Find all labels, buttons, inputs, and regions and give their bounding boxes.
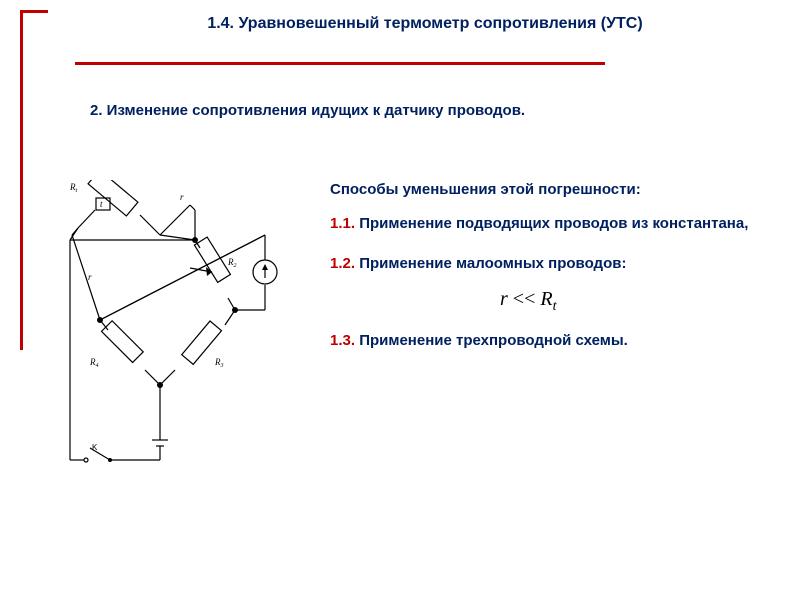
frame-left [20, 10, 23, 350]
item-3-text: Применение трехпроводной схемы. [355, 332, 628, 349]
rt-branch: t Rt [69, 180, 160, 235]
item-2-num: 1.2. [330, 255, 355, 272]
r3-branch: R3 [160, 310, 235, 385]
battery-switch: K [70, 228, 195, 462]
t-label: t [100, 199, 103, 209]
item-1: 1.1. Применение подводящих проводов из к… [330, 214, 770, 234]
methods-heading: Способы уменьшения этой погрешности: [330, 180, 770, 200]
circuit-diagram: t Rt r r R2 R4 [40, 180, 300, 500]
item-3-num: 1.3. [330, 332, 355, 349]
item-3: 1.3. Применение трехпроводной схемы. [330, 331, 770, 351]
k-label: K [92, 443, 98, 452]
r4-label: R4 [89, 357, 99, 369]
r2-branch: R2 [190, 237, 237, 310]
subtitle: 2. Изменение сопротивления идущих к датч… [90, 100, 740, 121]
item-2: 1.2. Применение малоомных проводов: [330, 254, 770, 274]
rt-label: Rt [69, 182, 78, 194]
formula: r << Rt [500, 288, 770, 315]
lead-left: r [72, 228, 100, 320]
content: Способы уменьшения этой погрешности: 1.1… [330, 180, 770, 371]
r3-label: R3 [214, 357, 224, 369]
title-underline [75, 62, 605, 65]
item-1-text: Применение подводящих проводов из конста… [355, 215, 748, 232]
r2-label: R2 [227, 257, 237, 269]
source-right [100, 235, 277, 320]
lead-top: r [160, 192, 195, 235]
r-left-label: r [88, 272, 92, 282]
r4-branch: R4 [89, 320, 160, 385]
item-1-num: 1.1. [330, 215, 355, 232]
slide-title: 1.4. Уравновешенный термометр сопротивле… [75, 15, 775, 33]
frame-top [20, 10, 48, 13]
r-top-label: r [180, 192, 184, 202]
item-2-text: Применение малоомных проводов: [355, 255, 626, 272]
